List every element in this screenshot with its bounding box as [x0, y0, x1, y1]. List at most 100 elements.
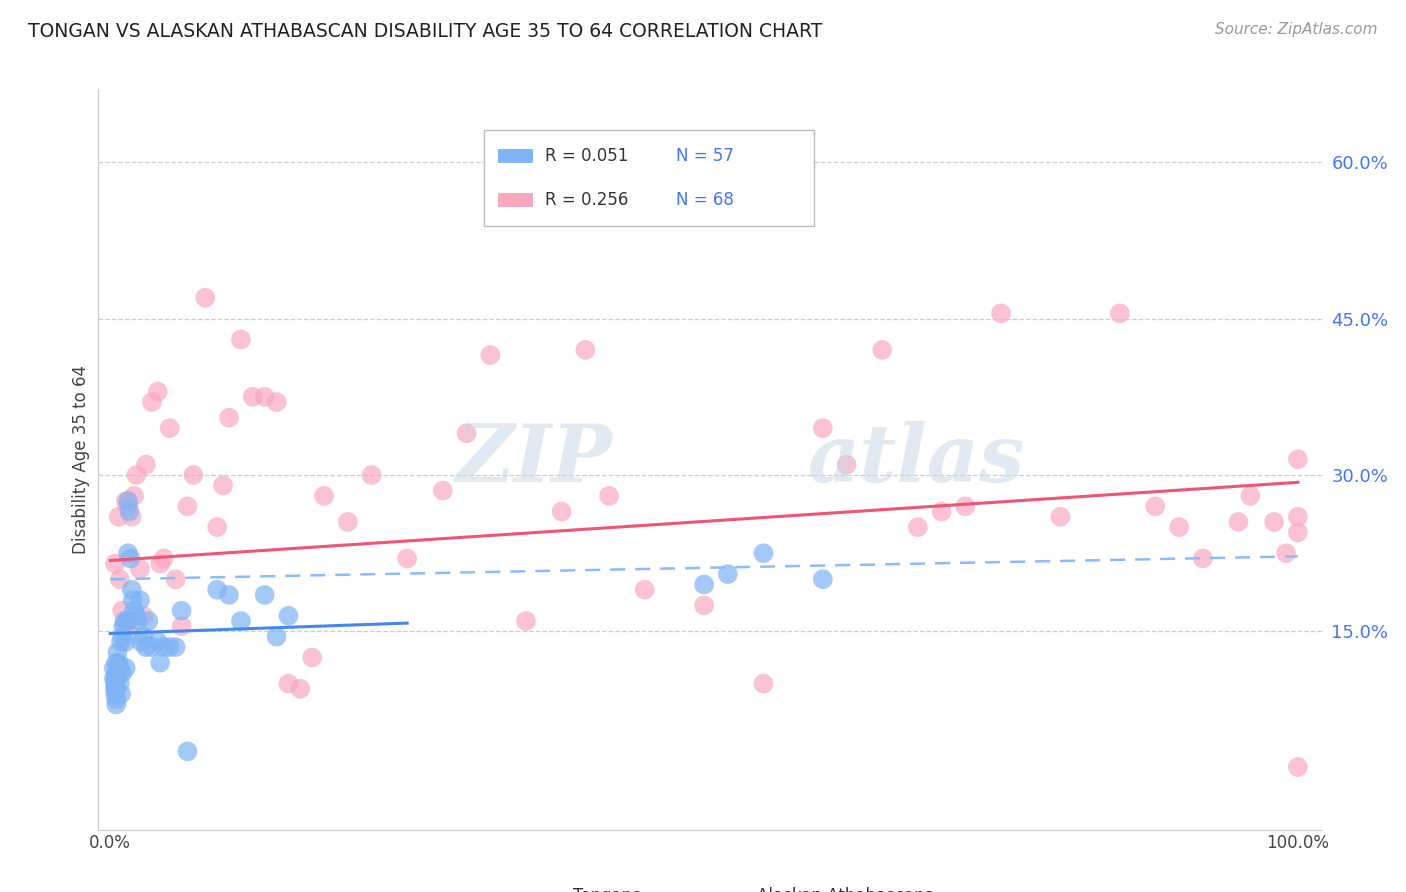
Point	[135, 640, 157, 654]
Point	[266, 630, 288, 644]
Point	[104, 687, 127, 701]
Point	[159, 640, 181, 654]
Point	[811, 572, 834, 586]
Text: ZIP: ZIP	[456, 421, 612, 498]
Point	[176, 744, 198, 758]
Point	[105, 656, 128, 670]
Point	[117, 500, 139, 514]
Point	[835, 458, 858, 472]
Point	[212, 478, 235, 492]
Point	[107, 509, 129, 524]
Point	[105, 666, 128, 681]
Point	[122, 604, 145, 618]
Point	[122, 489, 145, 503]
Point	[717, 567, 740, 582]
Point	[103, 661, 125, 675]
Point	[135, 458, 157, 472]
Point	[114, 635, 136, 649]
Point	[634, 582, 657, 597]
Point	[146, 635, 169, 649]
Point	[105, 681, 128, 696]
Point	[396, 551, 419, 566]
Point	[432, 483, 454, 498]
Text: Tongans: Tongans	[574, 888, 641, 892]
Point	[907, 520, 929, 534]
Point	[301, 650, 323, 665]
Point	[146, 384, 169, 399]
Point	[360, 468, 382, 483]
Point	[136, 614, 159, 628]
Point	[115, 614, 138, 628]
Point	[112, 619, 135, 633]
Point	[693, 599, 716, 613]
Point	[990, 306, 1012, 320]
Point	[105, 698, 128, 712]
Text: Source: ZipAtlas.com: Source: ZipAtlas.com	[1215, 22, 1378, 37]
Point	[110, 687, 132, 701]
Point	[277, 608, 299, 623]
Point	[1168, 520, 1191, 534]
Point	[118, 619, 141, 633]
Point	[120, 551, 142, 566]
Text: TONGAN VS ALASKAN ATHABASCAN DISABILITY AGE 35 TO 64 CORRELATION CHART: TONGAN VS ALASKAN ATHABASCAN DISABILITY …	[28, 22, 823, 41]
Point	[129, 593, 152, 607]
Point	[165, 640, 187, 654]
Text: atlas: atlas	[808, 421, 1025, 498]
Point	[152, 640, 174, 654]
Point	[811, 421, 834, 435]
Point	[277, 676, 299, 690]
Point	[479, 348, 502, 362]
Point	[229, 614, 252, 628]
Point	[132, 630, 155, 644]
Point	[1263, 515, 1285, 529]
Point	[218, 588, 240, 602]
Point	[336, 515, 359, 529]
Point	[129, 635, 152, 649]
Y-axis label: Disability Age 35 to 64: Disability Age 35 to 64	[72, 365, 90, 554]
Point	[1227, 515, 1250, 529]
Point	[111, 666, 134, 681]
Point	[114, 661, 136, 675]
Point	[253, 588, 276, 602]
Point	[693, 577, 716, 591]
Point	[104, 557, 127, 571]
Point	[1108, 306, 1130, 320]
Point	[149, 557, 172, 571]
Text: N = 68: N = 68	[676, 191, 734, 210]
Point	[104, 676, 127, 690]
Point	[1239, 489, 1261, 503]
Point	[870, 343, 893, 357]
Point	[1286, 760, 1309, 774]
Point	[194, 291, 217, 305]
Point	[152, 551, 174, 566]
Point	[205, 582, 228, 597]
Point	[125, 608, 148, 623]
Point	[105, 671, 128, 685]
Point	[1192, 551, 1215, 566]
Point	[159, 421, 181, 435]
Point	[515, 614, 537, 628]
Point	[114, 494, 136, 508]
Point	[125, 468, 148, 483]
Point	[752, 546, 775, 560]
Point	[1286, 452, 1309, 467]
Point	[312, 489, 335, 503]
Point	[1286, 525, 1309, 540]
Point	[127, 614, 149, 628]
Point	[121, 593, 143, 607]
Point	[266, 395, 288, 409]
Point	[132, 608, 155, 623]
Point	[242, 390, 264, 404]
Point	[1275, 546, 1298, 560]
Point	[229, 333, 252, 347]
Point	[107, 656, 129, 670]
Point	[108, 676, 131, 690]
Point	[183, 468, 205, 483]
Point	[108, 572, 131, 586]
Point	[121, 509, 143, 524]
Point	[598, 489, 620, 503]
Point	[111, 630, 134, 644]
Point	[129, 562, 152, 576]
Point	[205, 520, 228, 534]
Text: R = 0.256: R = 0.256	[546, 191, 628, 210]
